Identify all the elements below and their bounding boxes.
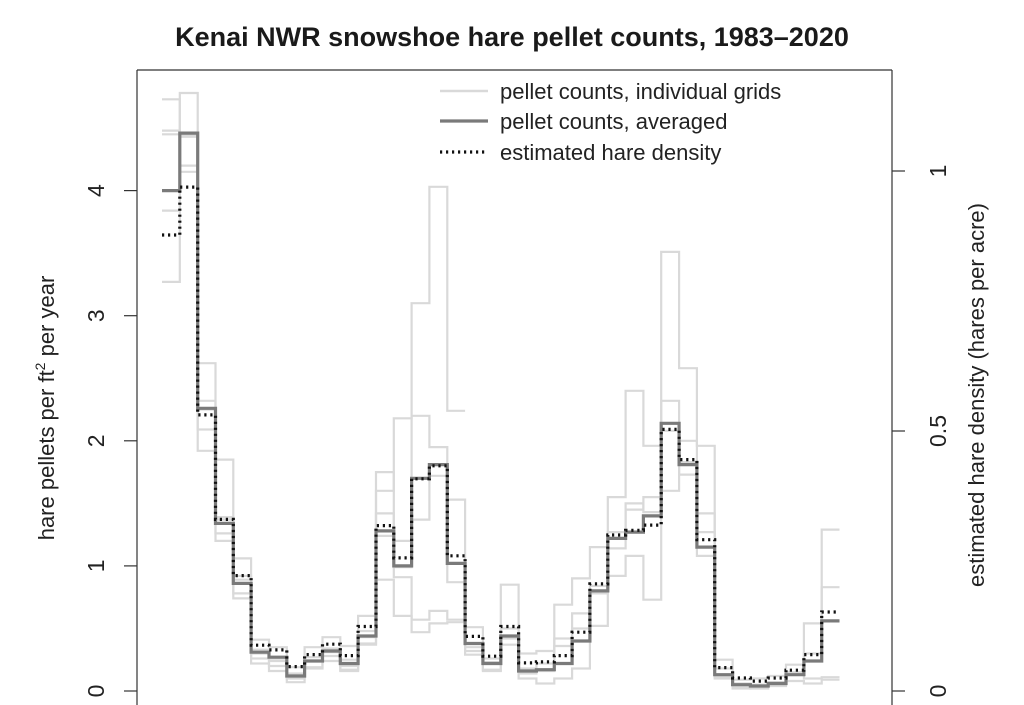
legend-label-individual: pellet counts, individual grids <box>500 79 781 104</box>
right-axis-label: estimated hare density (hares per acre) <box>964 203 989 587</box>
chart-title: Kenai NWR snowshoe hare pellet counts, 1… <box>175 22 849 52</box>
left-axis-tick-label: 0 <box>83 685 109 698</box>
left-axis-tick-label: 1 <box>83 560 109 573</box>
right-axis-tick-label: 0.5 <box>925 415 951 447</box>
individual-grid-line <box>162 98 840 681</box>
left-axis-label-base: hare pellets per ft <box>34 370 59 540</box>
left-axis-tick-label: 4 <box>83 184 109 197</box>
right-axis-tick-label: 0 <box>925 685 951 698</box>
right-axis-tick-label: 1 <box>925 165 951 178</box>
legend: pellet counts, individual grids pellet c… <box>440 79 781 165</box>
left-axis-label: hare pellets per ft2 per year <box>32 276 59 541</box>
individual-grid-series <box>162 91 840 690</box>
legend-label-density: estimated hare density <box>500 140 721 165</box>
plot-area <box>136 69 893 705</box>
left-axis-tick-label: 2 <box>83 434 109 447</box>
individual-grid-line <box>162 91 466 679</box>
left-axis-label-sup: 2 <box>32 362 48 370</box>
left-axis-label-tail: per year <box>34 276 59 363</box>
right-axis: 00.51 <box>892 165 951 698</box>
legend-label-averaged: pellet counts, averaged <box>500 109 728 134</box>
left-axis-tick-label: 3 <box>83 309 109 322</box>
left-axis: 0 1 2 3 4 <box>83 184 137 697</box>
